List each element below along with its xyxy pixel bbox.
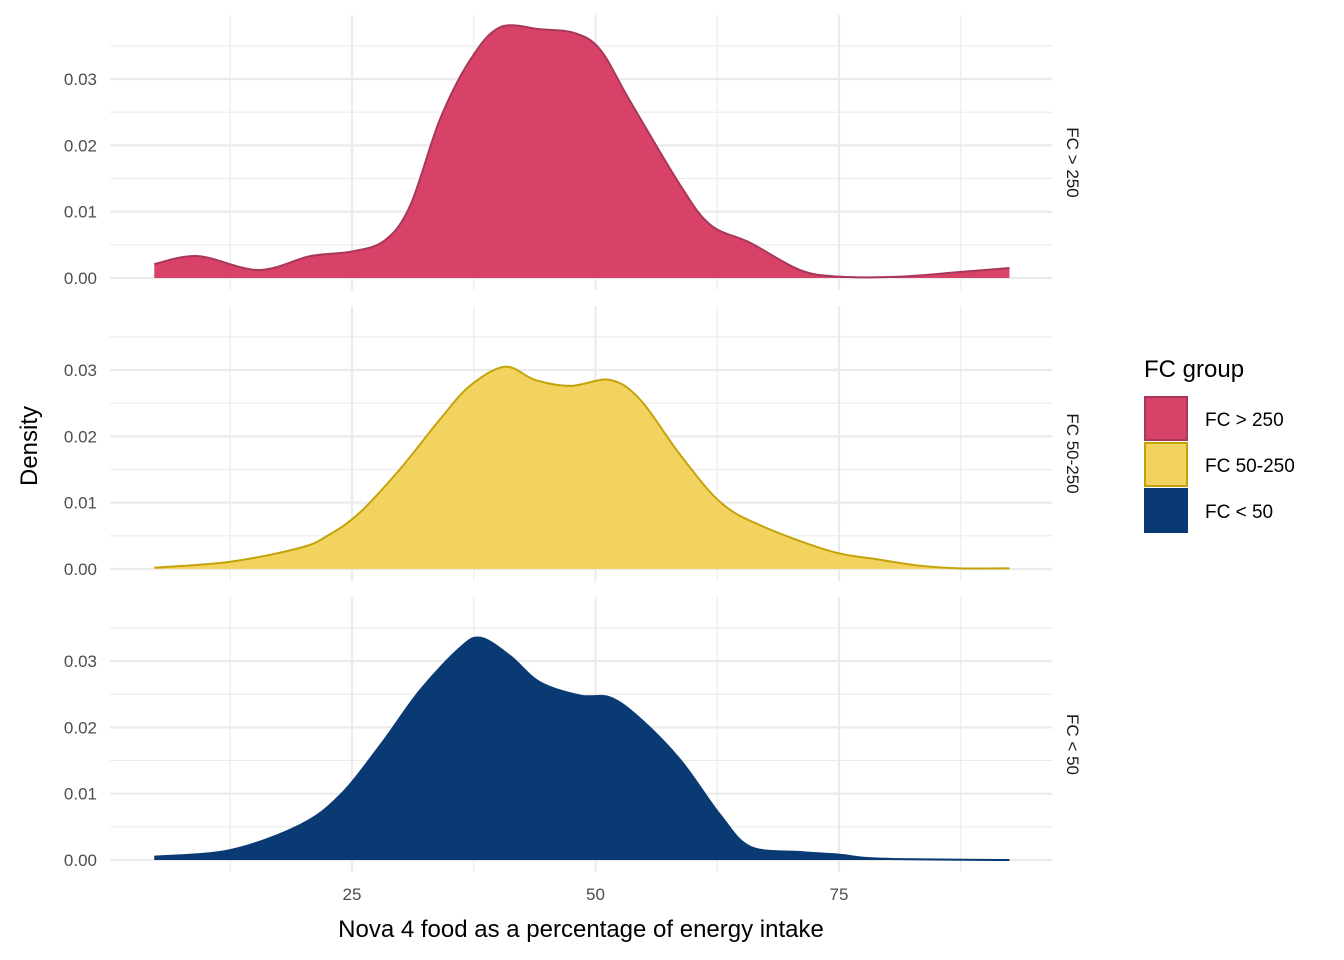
y-tick-label: 0.00 [64, 269, 97, 288]
density-area-2 [154, 366, 1010, 569]
facet-strip-label: FC > 250 [1063, 127, 1082, 197]
legend-label: FC < 50 [1205, 502, 1273, 523]
y-axis-title: Density [16, 406, 43, 486]
facet-panel-2: 0.00 0.01 0.02 0.03 FC 50-250 [64, 306, 1082, 581]
y-tick-label: 0.03 [64, 652, 97, 671]
facet-panel-1: 0.00 0.01 0.02 0.03 FC > 250 [64, 15, 1082, 290]
legend-label: FC > 250 [1205, 410, 1284, 431]
y-tick-label: 0.02 [64, 718, 97, 737]
legend-title: FC group [1144, 356, 1244, 383]
y-tick-label: 0.02 [64, 427, 97, 446]
legend-key-3 [1144, 488, 1188, 533]
facet-panels: 0.00 0.01 0.02 0.03 FC > 250 0.00 0.01 0.02 0.03… [64, 15, 1082, 872]
y-tick-label: 0.01 [64, 785, 97, 804]
density-line-2 [154, 365, 1010, 570]
x-tick-label: 25 [343, 885, 362, 904]
x-tick-label: 75 [830, 885, 849, 904]
x-axis-title: Nova 4 food as a percentage of energy in… [338, 916, 824, 943]
y-tick-label: 0.00 [64, 851, 97, 870]
legend: FC group FC > 250 FC 50-250 FC < 50 [1144, 356, 1295, 533]
y-tick-label: 0.03 [64, 361, 97, 380]
y-tick-label: 0.02 [64, 136, 97, 155]
legend-key-1 [1144, 396, 1188, 441]
density-line-1 [154, 24, 1010, 279]
density-area-3 [154, 637, 1010, 860]
x-tick-label: 50 [586, 885, 605, 904]
density-line-3 [154, 636, 1010, 861]
legend-label: FC 50-250 [1205, 456, 1295, 477]
facet-strip-label: FC 50-250 [1063, 413, 1082, 493]
density-area-1 [154, 25, 1010, 278]
y-tick-label: 0.00 [64, 560, 97, 579]
y-tick-label: 0.01 [64, 203, 97, 222]
x-axis-ticks: 25 50 75 [343, 885, 849, 904]
legend-key-2 [1144, 442, 1188, 487]
facet-strip-label: FC < 50 [1063, 714, 1082, 775]
facet-panel-3: 0.00 0.01 0.02 0.03 FC < 50 [64, 597, 1082, 872]
y-tick-label: 0.03 [64, 70, 97, 89]
y-tick-label: 0.01 [64, 494, 97, 513]
